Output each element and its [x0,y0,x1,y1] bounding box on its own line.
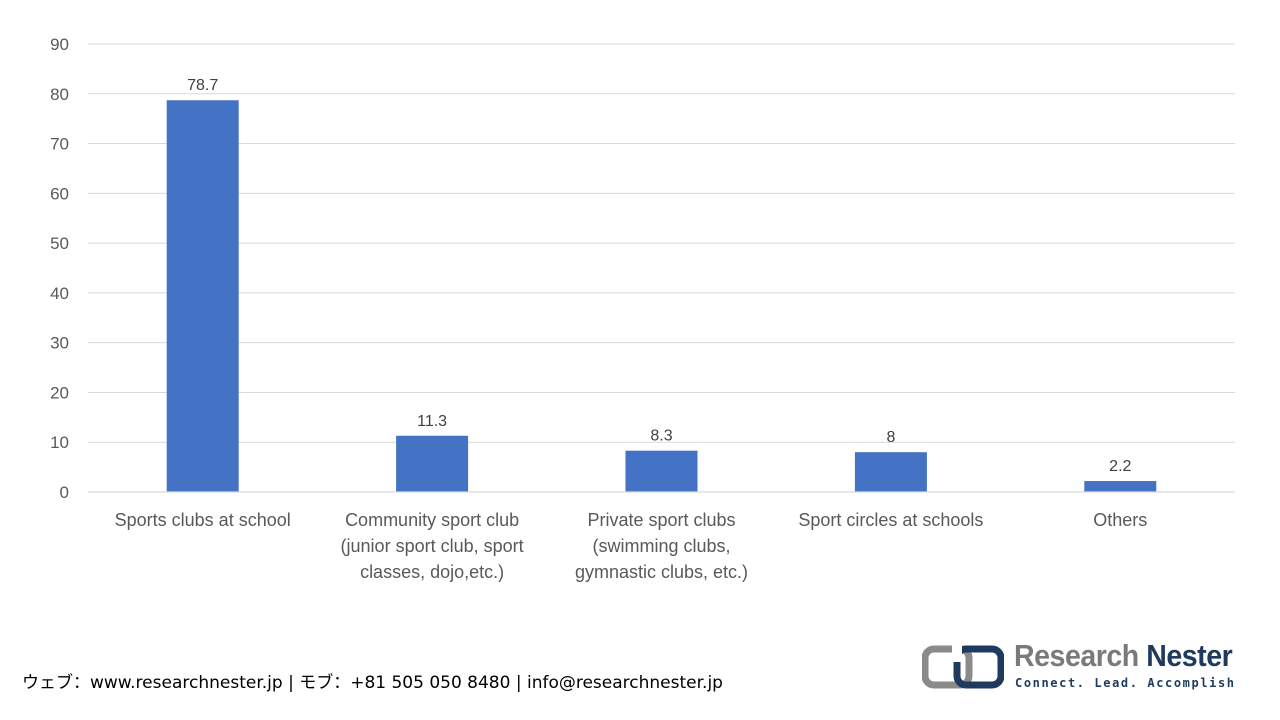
data-label-5: 2.2 [1109,458,1131,475]
y-tick-label-20: 20 [50,383,69,402]
y-tick-label-40: 40 [50,284,69,303]
bar-chart: 0 10 20 30 40 50 60 70 80 90 78.7 Sports clubs at s… [50,35,1235,582]
x-category-label-3-line-2: (swimming clubs, [592,536,730,556]
x-category-label-2-line-1: Community sport club [345,510,519,530]
bar-2 [396,435,469,492]
x-category-label-3-line-1: Private sport clubs [587,510,735,530]
y-tick-label-80: 80 [50,85,69,104]
logo-tagline: Connect. Lead. Accomplish [1015,676,1236,690]
bar-3 [625,450,698,492]
footer-contact-info: ウェブ：www.researchnester.jp | モブ：+81 505 0… [22,673,723,693]
bar-5 [1084,481,1157,492]
y-tick-label-70: 70 [50,135,69,154]
logo-name-part1: Research [1014,638,1139,673]
x-category-label-1-line-1: Sports clubs at school [115,510,291,530]
x-category-label-2-line-2: (junior sport club, sport [341,536,524,556]
data-label-2: 11.3 [417,413,447,430]
data-label-4: 8 [886,429,895,446]
x-category-label-4-line-1: Sport circles at schools [798,510,983,530]
y-tick-label-0: 0 [60,483,69,502]
logo-mark-icon [922,644,1004,689]
logo-name-part2: Nester [1146,638,1233,673]
data-label-1: 78.7 [187,77,218,94]
y-tick-label-30: 30 [50,334,69,353]
x-category-label-2-line-3: classes, dojo,etc.) [360,562,504,582]
bar-1 [166,100,239,492]
x-category-label-3-line-3: gymnastic clubs, etc.) [575,562,748,582]
y-tick-label-90: 90 [50,35,69,54]
y-tick-label-60: 60 [50,184,69,203]
y-tick-label-10: 10 [50,433,69,452]
bar-4 [854,452,927,492]
y-tick-label-50: 50 [50,234,69,253]
x-category-label-5-line-1: Others [1093,510,1147,530]
logo-title: Research Nester [1014,638,1233,674]
research-nester-logo: Research Nester Connect. Lead. Accomplis… [922,638,1252,694]
data-label-3: 8.3 [650,428,672,445]
